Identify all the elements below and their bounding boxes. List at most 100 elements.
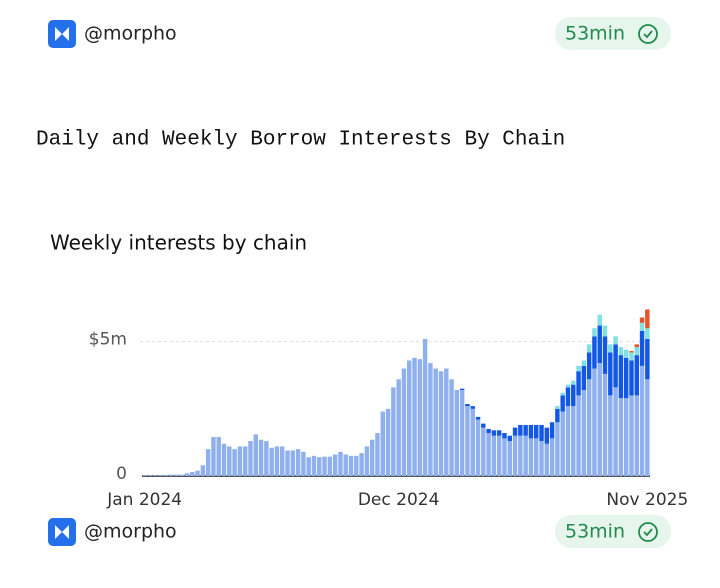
bar-segment xyxy=(613,387,618,476)
bar-segment xyxy=(613,336,618,345)
bar-segment xyxy=(428,363,433,476)
bar-segment xyxy=(613,344,618,388)
bar-segment xyxy=(565,387,571,407)
bar-segment xyxy=(311,455,317,476)
bar-segment xyxy=(153,475,158,476)
bar-segment xyxy=(369,439,375,476)
y-tick-label: $5m xyxy=(89,330,127,350)
bar-segment xyxy=(332,454,338,476)
bar-segment xyxy=(491,430,497,436)
verified-check xyxy=(643,528,653,537)
bar-segment xyxy=(248,441,253,476)
bar-segment xyxy=(576,371,581,396)
bar-segment xyxy=(496,430,502,436)
bar-segment xyxy=(470,406,475,409)
bar-segment xyxy=(142,475,147,476)
bar-segment xyxy=(544,443,550,476)
bar-segment xyxy=(629,395,634,476)
bar-segment xyxy=(486,428,491,434)
bar-segment xyxy=(528,438,534,476)
bar-segment xyxy=(645,338,650,380)
bar-segment xyxy=(565,406,571,476)
bar-segment xyxy=(634,347,639,356)
bar-segment xyxy=(195,470,200,476)
bar-segment xyxy=(618,347,624,356)
bar-segment xyxy=(179,474,184,476)
bar-segment xyxy=(200,465,206,476)
handle[interactable]: @morpho xyxy=(84,23,177,45)
bar-segment xyxy=(576,395,581,476)
bar-segment xyxy=(205,449,211,476)
bar-segment xyxy=(295,449,301,476)
bar-segment xyxy=(549,438,555,476)
bar-segment xyxy=(264,441,269,476)
bar-segment xyxy=(592,336,597,369)
bar-segment xyxy=(364,446,370,476)
age: 53min xyxy=(565,23,625,45)
bar-segment xyxy=(507,435,512,442)
bar-segment xyxy=(565,384,571,388)
bar-segment xyxy=(549,422,555,439)
bar-segment xyxy=(502,433,507,439)
bar-segment xyxy=(438,371,444,476)
bar-segment xyxy=(602,336,608,374)
bar-segment xyxy=(592,368,597,476)
bar-segment xyxy=(359,453,364,476)
bar-segment xyxy=(602,325,608,337)
bar-segment xyxy=(544,427,550,444)
bar-segment xyxy=(290,450,296,476)
bar-segment xyxy=(534,424,539,439)
bar-segment xyxy=(449,379,454,476)
x-tick-label: Jan 2024 xyxy=(106,490,182,510)
bar-segment xyxy=(221,443,227,476)
bar-segment xyxy=(623,398,629,476)
bar-segment xyxy=(645,309,650,329)
bar-segment xyxy=(491,435,497,476)
bar-segment xyxy=(343,454,348,476)
bar-segment xyxy=(571,406,576,476)
bar-segment xyxy=(422,338,428,476)
bar-segment xyxy=(639,365,645,476)
bar-segment xyxy=(581,360,587,366)
bar-segment xyxy=(639,322,645,331)
bar-segment xyxy=(433,368,438,476)
bar-segment xyxy=(602,373,608,476)
bar-segment xyxy=(512,427,518,436)
bar-segment xyxy=(459,390,465,476)
bar-segment xyxy=(608,395,613,476)
bar-segment xyxy=(597,314,602,326)
bar-segment xyxy=(444,368,449,476)
bar-segment xyxy=(502,438,507,476)
bar-segment xyxy=(518,435,523,476)
bar-segment xyxy=(190,471,195,476)
bar-segment xyxy=(317,457,322,476)
verified-icon xyxy=(638,24,658,44)
bar-segment xyxy=(184,473,190,476)
bar-segment xyxy=(301,451,306,476)
bar-segment xyxy=(523,424,528,436)
bar-segment xyxy=(168,474,174,476)
bar-segment xyxy=(348,455,354,476)
handle[interactable]: @morpho xyxy=(84,521,177,543)
bar-segment xyxy=(571,384,576,407)
bar-segment xyxy=(322,456,327,476)
bar-segment xyxy=(576,365,581,372)
bar-segment xyxy=(163,474,169,476)
bar-segment xyxy=(237,446,243,476)
bar-segment xyxy=(639,330,645,366)
bar-segment xyxy=(174,474,179,476)
bar-segment xyxy=(258,439,264,476)
bar-segment xyxy=(623,349,629,358)
bar-segment xyxy=(528,424,534,439)
bar-segment xyxy=(227,446,232,476)
y-tick-label: 0 xyxy=(116,464,127,484)
bar-segment xyxy=(608,344,613,353)
bar-segment xyxy=(158,474,163,476)
bar-segment xyxy=(618,355,624,399)
bar-segment xyxy=(639,317,645,323)
bar-segment xyxy=(274,446,280,476)
bar-segment xyxy=(597,363,602,476)
bar-segment xyxy=(232,449,237,476)
bar-segment xyxy=(412,357,417,476)
bar-segment xyxy=(216,437,221,476)
